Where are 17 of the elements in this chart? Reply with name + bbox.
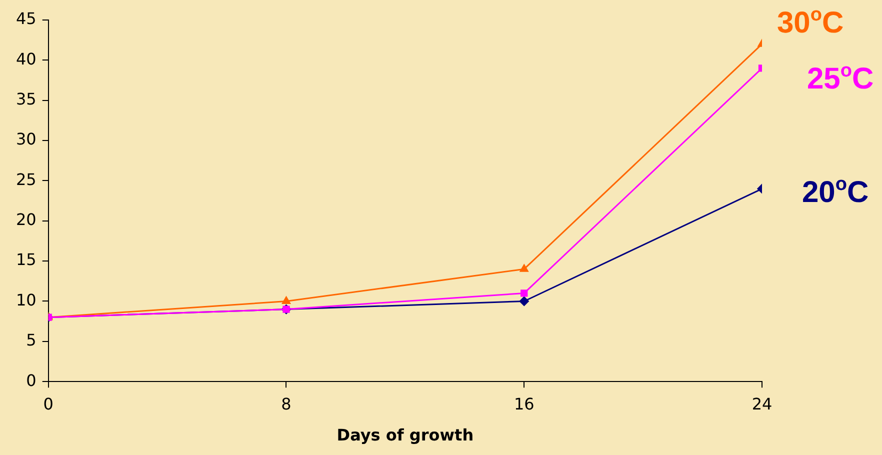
y-tick-label: 30: [16, 130, 36, 149]
y-tick-label: 45: [16, 9, 36, 28]
y-tick-label: 20: [16, 210, 36, 230]
y-tick-label: 10: [16, 290, 36, 310]
y-tick-label: 35: [16, 90, 36, 109]
y-tick-label: 0: [26, 370, 36, 390]
x-tick-label: 0: [43, 394, 54, 414]
point: [282, 296, 290, 304]
point: [520, 264, 528, 272]
y-tick-label: 15: [16, 250, 36, 270]
x-tick-label: 8: [281, 394, 292, 414]
y-tick-label: 40: [16, 49, 36, 68]
x-axis-title: Days of growth: [336, 426, 474, 445]
x-tick-label: 24: [752, 394, 772, 414]
y-tick-label: 25: [16, 170, 36, 189]
y-tick-label: 5: [26, 330, 36, 350]
x-tick-label: 16: [514, 394, 534, 414]
